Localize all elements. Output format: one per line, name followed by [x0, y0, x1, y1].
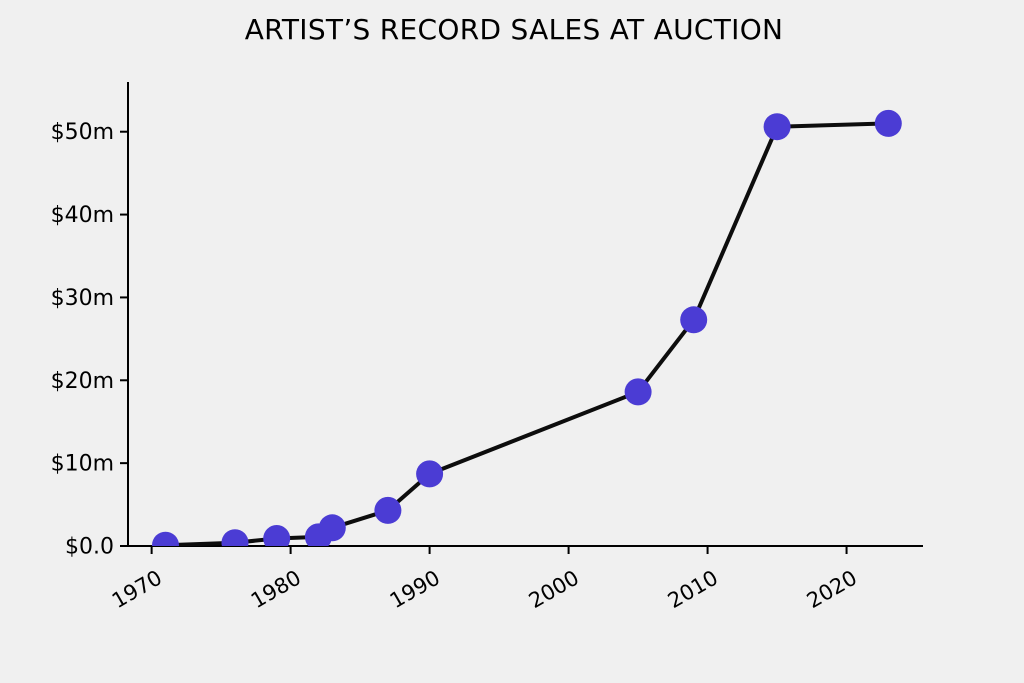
y-axis-tick-label: $30m — [51, 286, 114, 311]
data-point — [624, 378, 652, 406]
series-line — [163, 121, 891, 546]
x-axis-tick-label: 1990 — [386, 566, 444, 614]
data-point — [763, 113, 791, 141]
y-axis-tick-label: $20m — [51, 369, 114, 394]
y-axis-tick-label: $0.0 — [65, 535, 114, 560]
data-point — [152, 531, 179, 546]
x-axis-tick-label: 2010 — [664, 566, 722, 614]
y-axis-tick-label: $10m — [51, 452, 114, 477]
data-point — [318, 514, 346, 542]
data-point — [416, 460, 444, 488]
data-points — [152, 109, 902, 546]
data-point — [680, 306, 708, 334]
x-axis-tick-label: 2000 — [525, 566, 583, 614]
data-point — [263, 525, 291, 546]
x-axis-tick-label: 1980 — [247, 566, 305, 614]
chart-title: ARTIST’S RECORD SALES AT AUCTION — [245, 13, 784, 46]
x-axis-tick-label: 1970 — [108, 566, 166, 614]
data-point — [874, 109, 902, 137]
data-point — [221, 529, 249, 546]
data-line — [163, 121, 891, 546]
y-axis-tick-label: $50m — [51, 120, 114, 145]
y-axis-tick-label: $40m — [51, 203, 114, 228]
x-axis-tick-label: 2020 — [803, 566, 861, 614]
y-axis-ticks: $0.0 $10m $20m $30m $40m $50m — [51, 120, 128, 560]
data-point — [374, 496, 402, 524]
x-axis-ticks: 1970 1980 1990 2000 2010 2020 — [108, 546, 861, 613]
